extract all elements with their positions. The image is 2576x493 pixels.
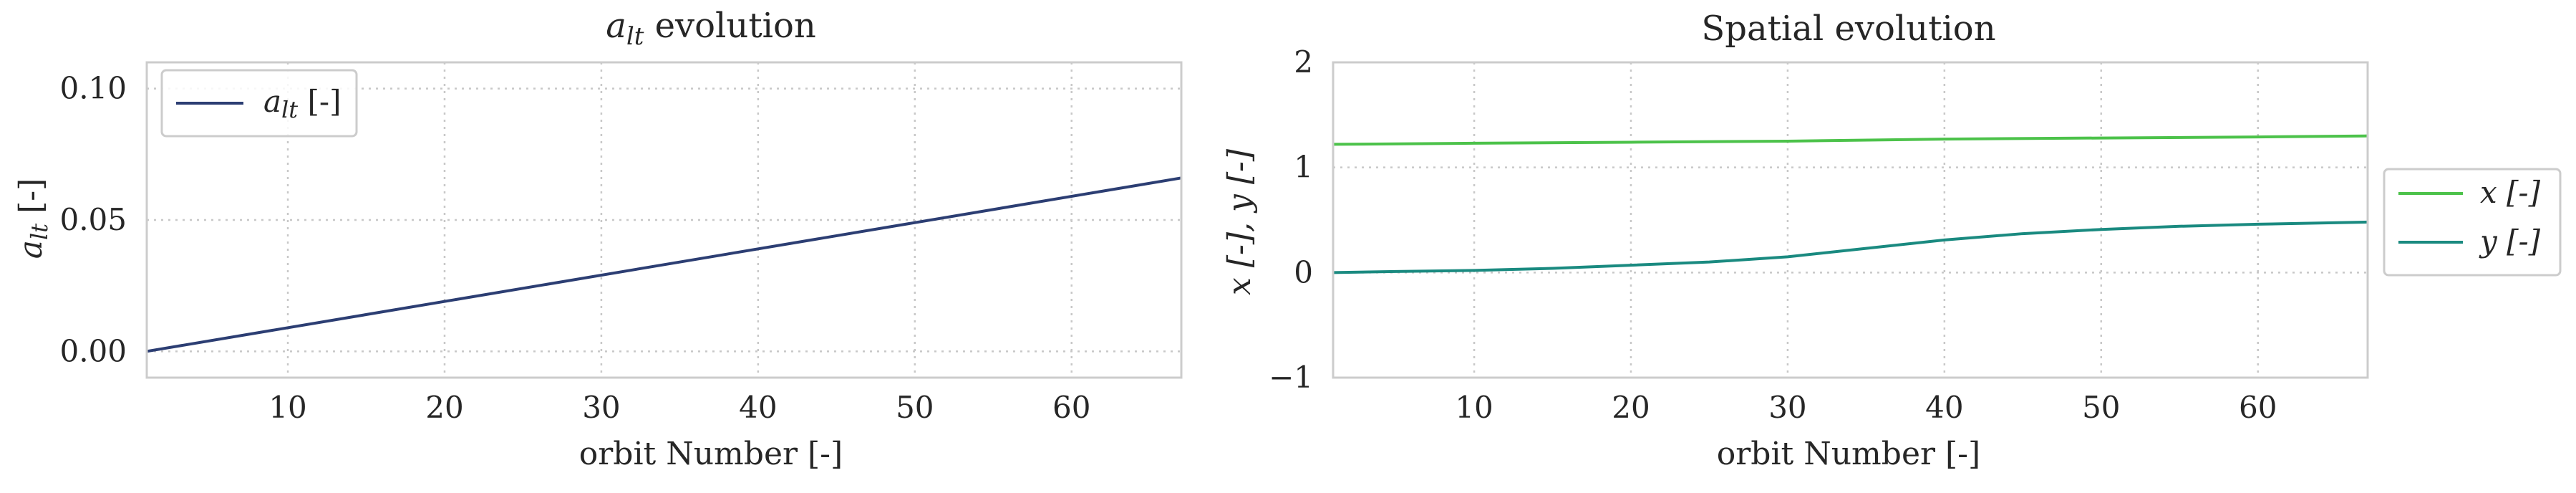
legend-box xyxy=(160,69,358,138)
chart-title: alt evolution xyxy=(606,6,816,51)
x-tick-label: 40 xyxy=(739,390,777,425)
x-tick-label: 40 xyxy=(1925,390,1963,425)
y-tick-label: 0.00 xyxy=(59,333,127,368)
x-tick-label: 10 xyxy=(1455,390,1493,425)
series-group xyxy=(1332,134,2368,274)
y-axis-label: x [-], y [-] xyxy=(1221,148,1258,295)
y-tick-label: −1 xyxy=(1269,360,1313,395)
y-tick-labels: 0.00 0.05 0.10 xyxy=(59,71,127,369)
legend-label-x: x [-] xyxy=(2480,175,2541,210)
chart-spatial-evolution: 10 20 30 40 50 60 −1 0 1 2 Spatial evolution orb… xyxy=(1221,9,2562,472)
x-tick-label: 50 xyxy=(2082,390,2120,425)
ylabel-sub: lt xyxy=(26,224,53,240)
y-tick-label: 0.05 xyxy=(59,202,127,237)
title-rest: evolution xyxy=(644,6,815,46)
title-var: a xyxy=(606,6,626,46)
series-group xyxy=(146,176,1182,353)
y-axis-label: alt [-] xyxy=(13,178,53,259)
x-tick-labels: 10 20 30 40 50 60 xyxy=(268,390,1090,425)
x-tick-label: 50 xyxy=(896,390,934,425)
legend: x [-] y [-] xyxy=(2383,168,2562,277)
ylabel-rest: [-] xyxy=(13,178,49,224)
ylabel-var: a xyxy=(13,240,49,259)
x-tick-label: 30 xyxy=(1768,390,1806,425)
x-tick-labels: 10 20 30 40 50 60 xyxy=(1455,390,2277,425)
y-tick-labels: −1 0 1 2 xyxy=(1269,44,1313,395)
grid xyxy=(1333,61,2368,379)
chart-alt-evolution: 10 20 30 40 50 60 0.000.050.10 alt evolution … xyxy=(13,6,1183,472)
x-axis-label: orbit Number [-] xyxy=(1717,436,1980,472)
y-tick-label: 1 xyxy=(1294,150,1313,185)
series-line-1 xyxy=(1332,220,2368,274)
x-tick-label: 30 xyxy=(582,390,620,425)
series-line-0 xyxy=(146,176,1182,353)
x-axis-label: orbit Number [-] xyxy=(579,436,843,472)
y-tick-label: 0 xyxy=(1294,254,1313,289)
x-tick-label: 20 xyxy=(425,390,463,425)
x-tick-label: 60 xyxy=(2239,390,2277,425)
x-tick-label: 10 xyxy=(268,390,306,425)
legend: alt [-] xyxy=(160,69,358,138)
x-tick-label: 60 xyxy=(1052,390,1090,425)
plot-frame xyxy=(145,61,1183,379)
series-line-0 xyxy=(1332,134,2368,146)
title-sub: lt xyxy=(626,22,644,51)
legend-label-y: y [-] xyxy=(2479,224,2541,259)
plot-frame xyxy=(1332,61,2369,379)
legend-label-alt: alt [-] xyxy=(263,84,341,123)
legend-box xyxy=(2383,168,2562,277)
y-tick-label: 0.10 xyxy=(59,71,127,106)
chart-title: Spatial evolution xyxy=(1701,9,1995,49)
x-tick-label: 20 xyxy=(1612,390,1650,425)
y-tick-label: 2 xyxy=(1294,44,1313,80)
